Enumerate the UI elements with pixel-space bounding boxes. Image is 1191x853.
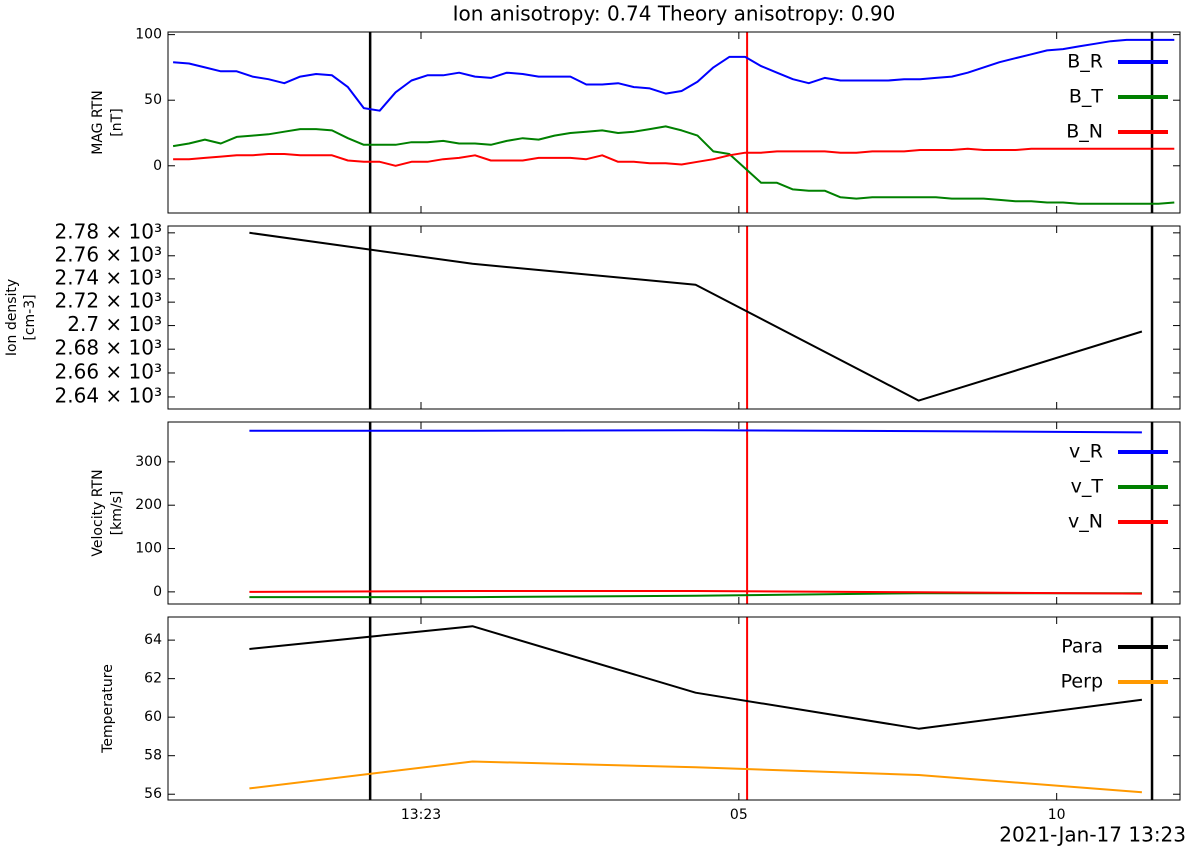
series-line bbox=[249, 760, 1142, 794]
series-line bbox=[249, 590, 1142, 595]
x-tick-label: 05 bbox=[730, 807, 748, 823]
y-tick-label: 2.68 × 10³ bbox=[55, 336, 162, 360]
y-axis-label: Ion density bbox=[4, 279, 20, 356]
legend-label: v_T bbox=[1071, 476, 1104, 498]
y-tick-label: 2.7 × 10³ bbox=[67, 312, 162, 336]
y-tick-label: 100 bbox=[135, 27, 162, 43]
y-tick-label: 64 bbox=[144, 632, 162, 648]
series-line bbox=[173, 38, 1175, 112]
y-tick-label: 100 bbox=[135, 541, 162, 557]
y-tick-label: 2.72 × 10³ bbox=[55, 289, 162, 313]
y-axis-label: [nT] bbox=[109, 108, 125, 136]
legend-label: v_N bbox=[1068, 511, 1103, 533]
y-tick-label: 2.74 × 10³ bbox=[55, 265, 162, 289]
y-tick-label: 2.66 × 10³ bbox=[55, 359, 162, 383]
series-line bbox=[249, 625, 1143, 730]
x-axis-label: 2021-Jan-17 13:23 bbox=[999, 823, 1186, 847]
legend-label: B_R bbox=[1067, 51, 1103, 73]
legend-label: B_N bbox=[1066, 121, 1103, 143]
y-axis-label: [km/s] bbox=[109, 491, 125, 536]
y-tick-label: 2.76 × 10³ bbox=[55, 242, 162, 266]
y-axis-label: [cm-3] bbox=[22, 294, 38, 340]
y-axis-label: Velocity RTN bbox=[90, 469, 106, 556]
y-tick-label: 300 bbox=[135, 454, 162, 470]
plot-frame bbox=[167, 31, 1181, 214]
plot-frame bbox=[167, 225, 1181, 410]
x-tick-label: 13:23 bbox=[401, 807, 441, 823]
y-tick-label: 2.78 × 10³ bbox=[55, 219, 162, 243]
plot-frame bbox=[167, 616, 1181, 801]
y-tick-label: 60 bbox=[144, 709, 162, 725]
series-line bbox=[249, 231, 1143, 402]
y-axis-label: MAG RTN bbox=[90, 90, 106, 154]
y-tick-label: 62 bbox=[144, 671, 162, 687]
series-line bbox=[172, 125, 1175, 205]
y-axis-label: Temperature bbox=[100, 664, 116, 754]
chart-title: Ion anisotropy: 0.74 Theory anisotropy: … bbox=[453, 2, 896, 26]
y-tick-label: 56 bbox=[144, 786, 162, 802]
legend-label: Para bbox=[1061, 636, 1103, 658]
y-tick-label: 200 bbox=[135, 497, 162, 513]
x-tick-label: 10 bbox=[1048, 807, 1066, 823]
plot-frame bbox=[167, 421, 1181, 605]
series-line bbox=[173, 147, 1175, 167]
legend-label: v_R bbox=[1069, 441, 1103, 463]
series-line bbox=[249, 429, 1142, 434]
legend-label: Perp bbox=[1061, 671, 1103, 693]
legend-label: B_T bbox=[1069, 86, 1104, 108]
y-tick-label: 58 bbox=[144, 748, 162, 764]
y-tick-label: 0 bbox=[153, 158, 162, 174]
y-tick-label: 50 bbox=[144, 92, 162, 108]
y-tick-label: 0 bbox=[153, 584, 162, 600]
y-tick-label: 2.64 × 10³ bbox=[55, 383, 162, 407]
